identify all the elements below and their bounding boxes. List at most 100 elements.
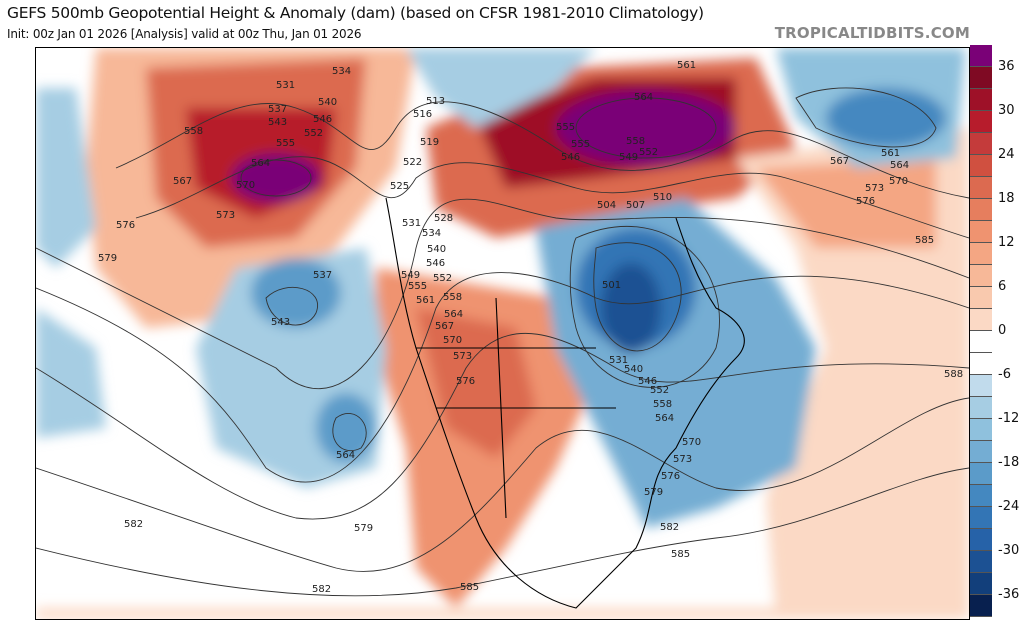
colorbar-tick-label: -12 — [998, 411, 1020, 426]
svg-text:576: 576 — [856, 196, 875, 207]
svg-text:579: 579 — [644, 487, 663, 498]
colorbar-bin — [970, 177, 992, 199]
colorbar-tick-label: 18 — [998, 191, 1015, 206]
svg-text:564: 564 — [890, 160, 909, 171]
svg-text:552: 552 — [433, 273, 452, 284]
svg-text:546: 546 — [638, 376, 657, 387]
svg-text:537: 537 — [313, 270, 332, 281]
svg-text:582: 582 — [124, 519, 143, 530]
svg-text:501: 501 — [602, 280, 621, 291]
svg-text:585: 585 — [671, 549, 690, 560]
svg-text:588: 588 — [944, 369, 963, 380]
svg-text:585: 585 — [915, 235, 934, 246]
svg-text:570: 570 — [236, 180, 255, 191]
svg-text:540: 540 — [427, 244, 446, 255]
svg-text:561: 561 — [416, 295, 435, 306]
colorbar-bin — [970, 551, 992, 573]
svg-text:564: 564 — [444, 309, 463, 320]
svg-text:579: 579 — [98, 253, 117, 264]
svg-text:558: 558 — [443, 292, 462, 303]
svg-text:561: 561 — [881, 148, 900, 159]
colorbar-bin — [970, 331, 992, 353]
colorbar-tick-label: 12 — [998, 235, 1015, 250]
svg-text:555: 555 — [571, 139, 590, 150]
svg-text:558: 558 — [626, 136, 645, 147]
svg-text:537: 537 — [268, 104, 287, 115]
colorbar-bin — [970, 463, 992, 485]
anomaly-map: 531 534 537 540 543 546 552 555 558 564 … — [35, 47, 970, 620]
colorbar-bin — [970, 485, 992, 507]
svg-text:543: 543 — [271, 317, 290, 328]
svg-text:504: 504 — [597, 200, 616, 211]
svg-text:558: 558 — [184, 126, 203, 137]
svg-text:543: 543 — [268, 117, 287, 128]
svg-text:558: 558 — [653, 399, 672, 410]
svg-text:528: 528 — [434, 213, 453, 224]
colorbar-tick-label: -30 — [998, 543, 1020, 558]
colorbar-bin — [970, 309, 992, 331]
svg-text:555: 555 — [276, 138, 295, 149]
map-title: GEFS 500mb Geopotential Height & Anomaly… — [7, 4, 704, 22]
svg-text:516: 516 — [413, 109, 432, 120]
svg-text:546: 546 — [313, 114, 332, 125]
colorbar-tick-label: 36 — [998, 59, 1015, 74]
svg-text:552: 552 — [639, 147, 658, 158]
svg-text:540: 540 — [318, 97, 337, 108]
colorbar-bin — [970, 375, 992, 397]
colorbar — [970, 45, 992, 617]
colorbar-bin — [970, 595, 992, 617]
colorbar-tick-label: 0 — [998, 323, 1007, 338]
brand-watermark: TROPICALTIDBITS.COM — [774, 24, 970, 42]
colorbar-bin — [970, 67, 992, 89]
svg-text:585: 585 — [460, 582, 479, 593]
colorbar-bin — [970, 397, 992, 419]
colorbar-bin — [970, 199, 992, 221]
svg-text:534: 534 — [332, 66, 351, 77]
svg-text:555: 555 — [556, 122, 575, 133]
svg-text:519: 519 — [420, 137, 439, 148]
colorbar-tick-label: -18 — [998, 455, 1020, 470]
svg-text:549: 549 — [619, 152, 638, 163]
height-contours — [36, 87, 969, 597]
svg-text:567: 567 — [173, 176, 192, 187]
svg-text:576: 576 — [456, 376, 475, 387]
colorbar-bin — [970, 419, 992, 441]
svg-text:573: 573 — [453, 351, 472, 362]
colorbar-tick-label: -24 — [998, 499, 1020, 514]
colorbar-bin — [970, 573, 992, 595]
colorbar-bin — [970, 155, 992, 177]
svg-text:573: 573 — [216, 210, 235, 221]
colorbar-bin — [970, 243, 992, 265]
svg-text:579: 579 — [354, 523, 373, 534]
map-subtitle: Init: 00z Jan 01 2026 [Analysis] valid a… — [7, 27, 362, 41]
svg-text:552: 552 — [650, 385, 669, 396]
svg-text:534: 534 — [422, 228, 441, 239]
svg-text:507: 507 — [626, 200, 645, 211]
svg-text:546: 546 — [561, 152, 580, 163]
svg-text:567: 567 — [830, 156, 849, 167]
svg-text:546: 546 — [426, 258, 445, 269]
svg-text:552: 552 — [304, 128, 323, 139]
svg-text:582: 582 — [660, 522, 679, 533]
svg-text:564: 564 — [655, 413, 674, 424]
colorbar-bin — [970, 45, 992, 67]
colorbar-bin — [970, 353, 992, 375]
colorbar-bin — [970, 133, 992, 155]
svg-text:564: 564 — [634, 92, 653, 103]
svg-text:564: 564 — [336, 450, 355, 461]
svg-text:525: 525 — [390, 181, 409, 192]
svg-text:573: 573 — [865, 183, 884, 194]
svg-text:576: 576 — [116, 220, 135, 231]
colorbar-bin — [970, 529, 992, 551]
coastlines — [385, 197, 745, 609]
svg-text:540: 540 — [624, 364, 643, 375]
colorbar-bin — [970, 221, 992, 243]
svg-text:531: 531 — [402, 218, 421, 229]
colorbar-bin — [970, 265, 992, 287]
svg-text:576: 576 — [661, 471, 680, 482]
svg-text:531: 531 — [276, 80, 295, 91]
svg-text:582: 582 — [312, 584, 331, 595]
svg-text:567: 567 — [435, 321, 454, 332]
colorbar-tick-label: -36 — [998, 587, 1020, 602]
colorbar-bin — [970, 441, 992, 463]
